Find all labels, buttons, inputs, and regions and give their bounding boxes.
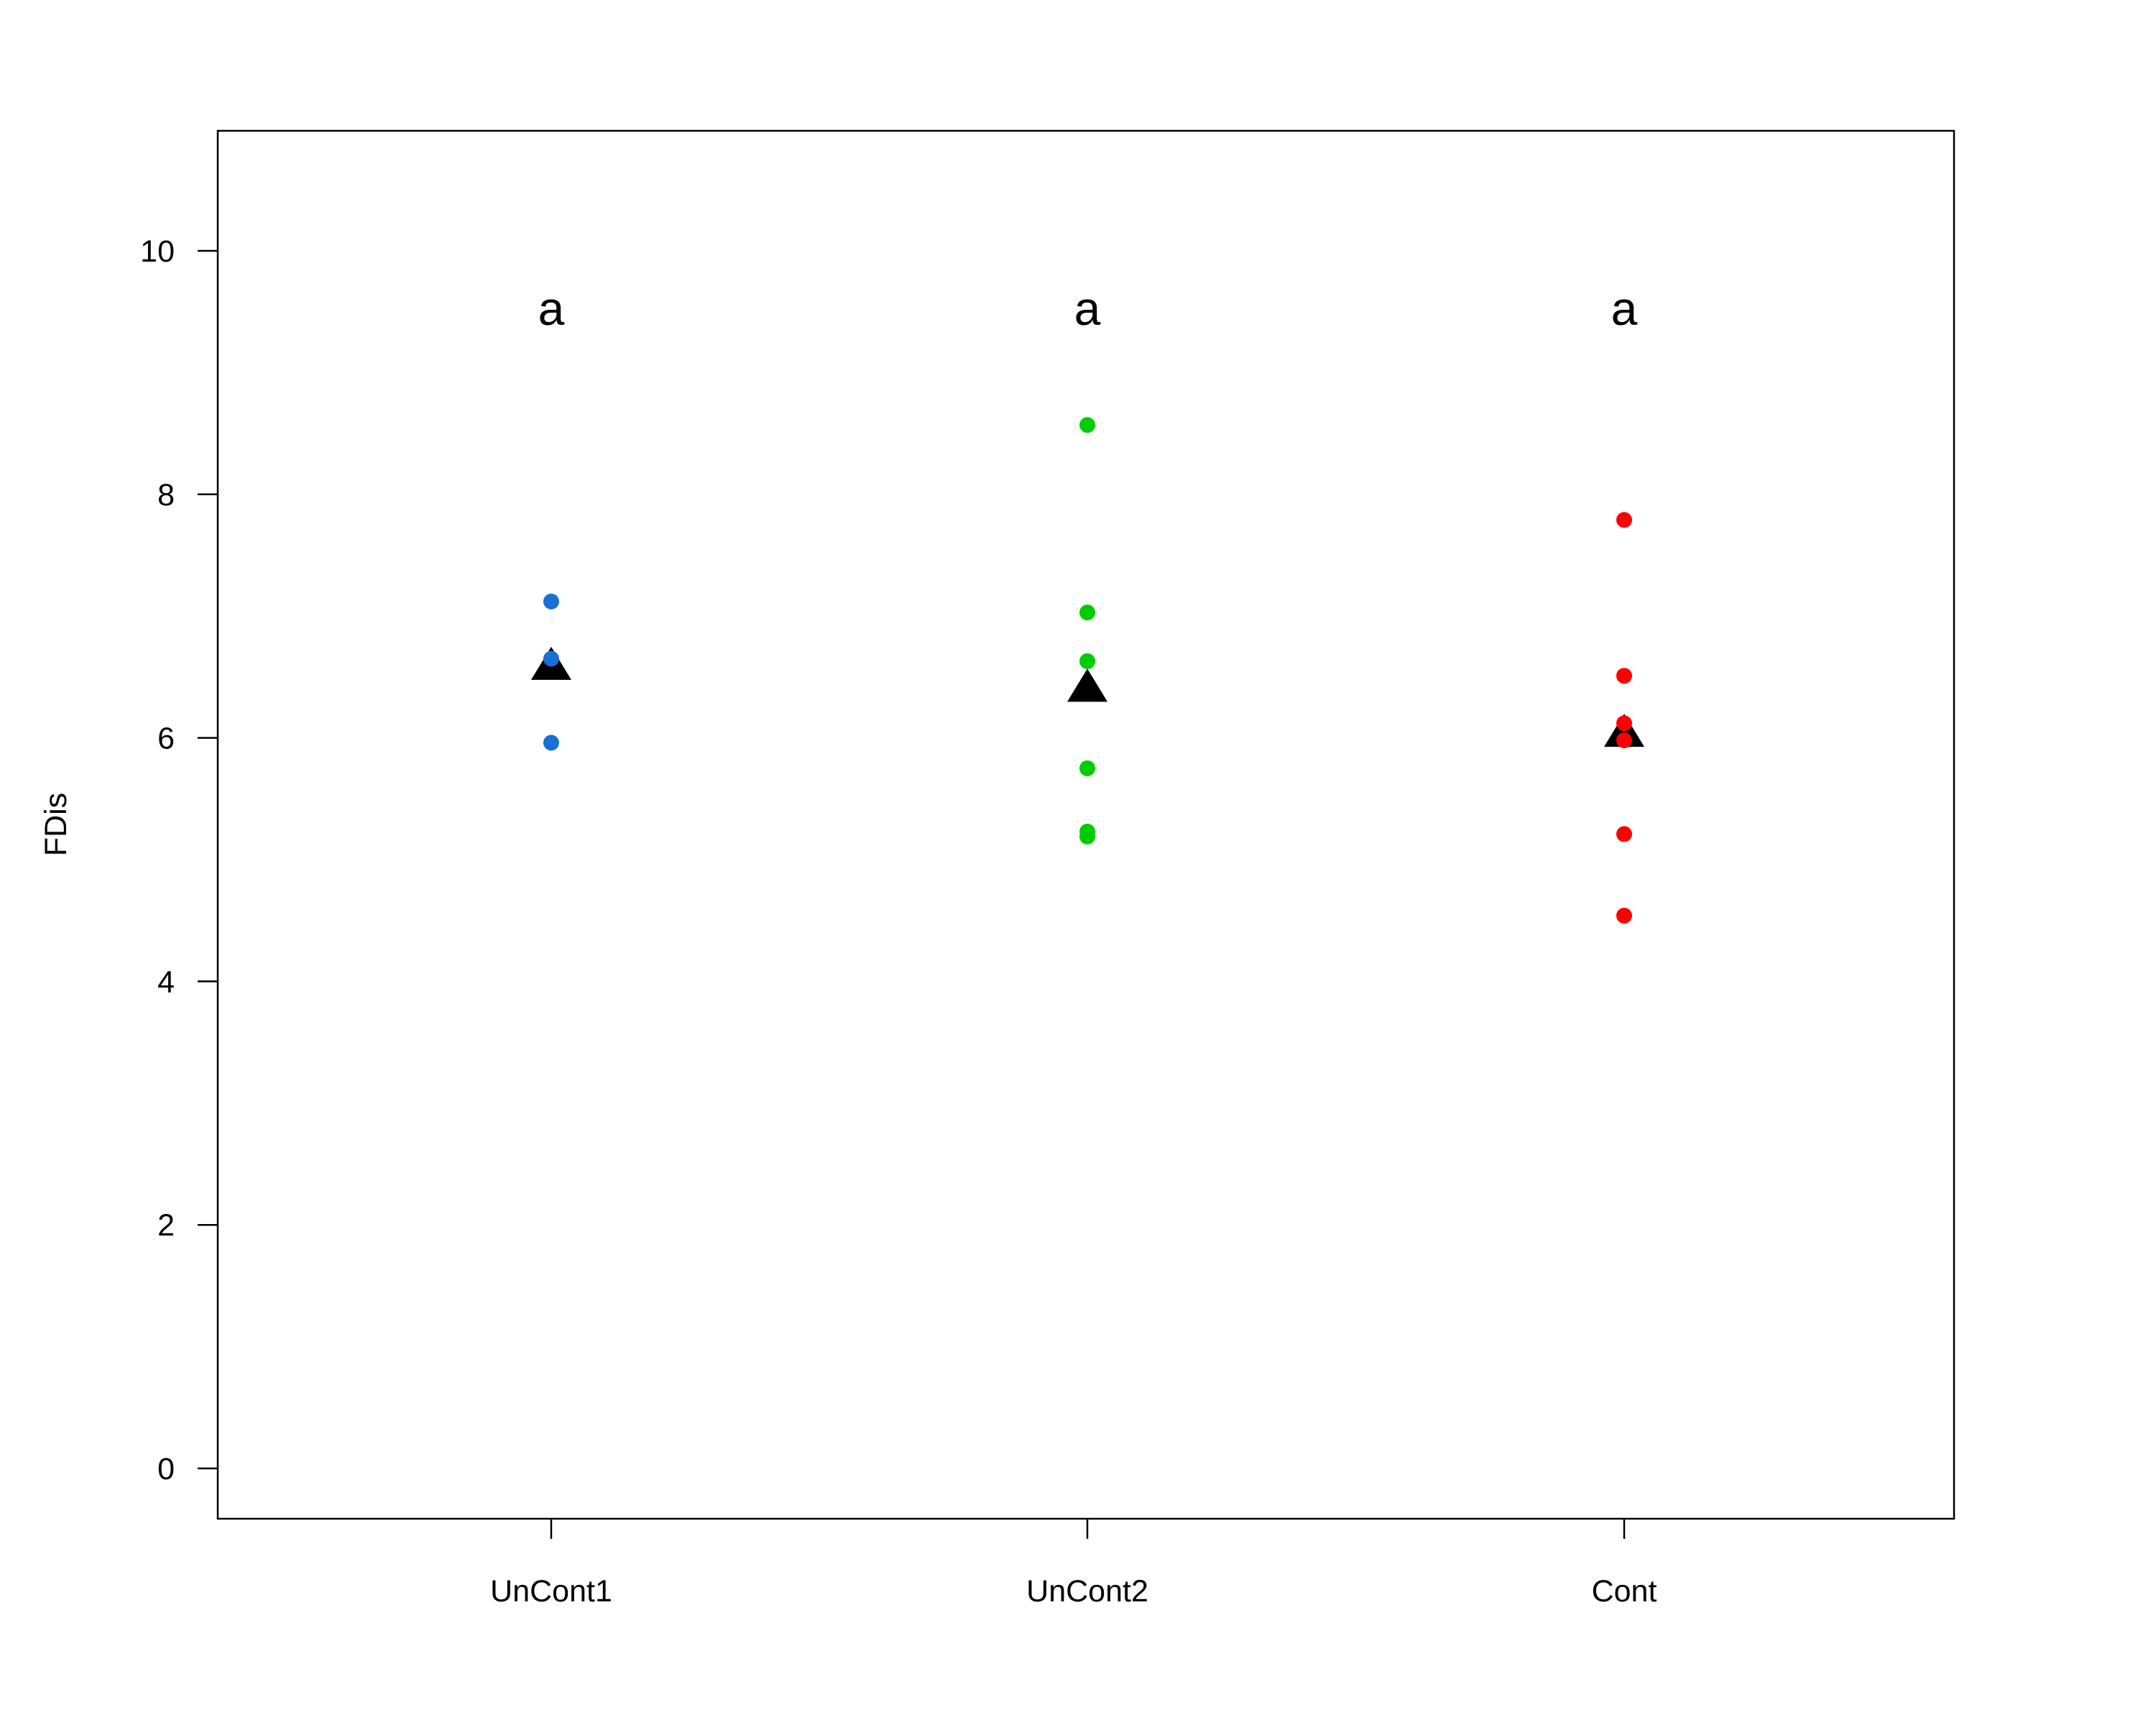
data-point [1079,760,1095,776]
group-letter: a [1611,282,1638,335]
data-point [1616,668,1632,684]
y-tick-label: 8 [157,478,175,512]
data-point [1079,828,1095,845]
data-point [1616,715,1632,732]
data-point [543,593,559,610]
plot-frame [216,129,1955,1520]
x-tick-label: UnCont1 [490,1574,612,1609]
series-Cont: a [1604,282,1644,924]
x-axis: UnCont1 UnCont2 Cont [490,1519,1657,1609]
data-point [543,735,559,751]
data-point [1079,417,1095,433]
series-UnCont1: a [531,282,571,751]
y-tick-label: 4 [157,965,175,999]
mean-marker [1067,668,1107,702]
series-UnCont2: a [1067,282,1107,845]
x-tick-label: Cont [1592,1574,1657,1609]
group-letter: a [1074,282,1101,335]
data-point [1616,826,1632,842]
data-point [1079,653,1095,669]
y-tick-label: 6 [157,722,175,756]
y-tick-label: 0 [157,1452,175,1486]
y-axis-title: FDis [39,793,73,856]
data-point [1616,732,1632,748]
data-point [1616,512,1632,528]
y-axis: 0 2 4 6 8 10 [140,234,218,1486]
data-point [1079,604,1095,621]
y-tick-label: 10 [140,234,175,269]
data-point [1616,907,1632,924]
data-point [543,650,559,667]
group-letter: a [538,282,565,335]
y-tick-label: 2 [157,1208,175,1243]
x-tick-label: UnCont2 [1026,1574,1148,1609]
